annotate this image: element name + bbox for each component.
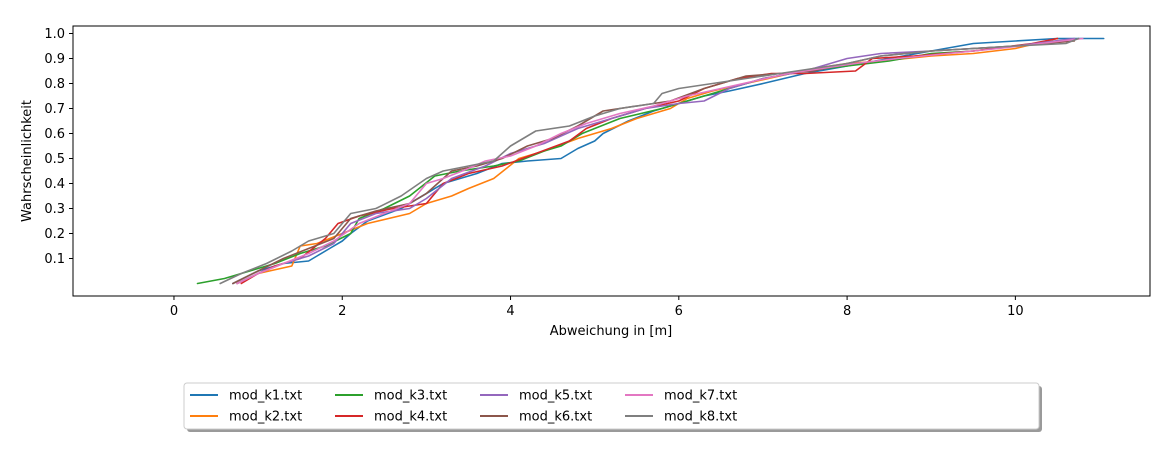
legend: mod_k1.txt mod_k2.txt mod_k3.txt mod_k4.txt… (183, 382, 1042, 432)
series-line-1 (232, 37, 1105, 285)
legend-label: mod_k8.txt (664, 410, 737, 425)
series-lines (196, 37, 1105, 285)
legend-label: mod_k7.txt (664, 389, 737, 404)
y-axis-ticks: 0.1 0.2 0.3 0.4 0.5 0.6 0.7 0.8 0.9 1.0 (44, 27, 73, 267)
x-axis-ticks: 0 2 4 6 8 10 (170, 296, 1024, 319)
x-tick-label: 0 (170, 304, 178, 319)
legend-entries: mod_k1.txt mod_k2.txt mod_k3.txt mod_k4.txt… (190, 389, 737, 425)
series-line-7 (236, 37, 1084, 285)
legend-label: mod_k4.txt (374, 410, 447, 425)
legend-label: mod_k2.txt (229, 410, 302, 425)
y-tick-label: 0.6 (44, 127, 65, 142)
x-tick-label: 6 (675, 304, 683, 319)
y-tick-label: 0.3 (44, 202, 65, 217)
y-tick-label: 0.8 (44, 77, 65, 92)
y-tick-label: 0.9 (44, 52, 65, 67)
x-tick-label: 8 (843, 304, 851, 319)
series-line-6 (232, 40, 1076, 285)
legend-label: mod_k3.txt (374, 389, 447, 404)
series-line-2 (236, 37, 1059, 285)
y-tick-label: 0.7 (44, 102, 65, 117)
x-tick-label: 4 (506, 304, 514, 319)
legend-label: mod_k5.txt (519, 389, 592, 404)
y-tick-label: 0.1 (44, 252, 65, 267)
legend-label: mod_k1.txt (229, 389, 302, 404)
x-tick-label: 10 (1007, 304, 1024, 319)
y-axis-label: Wahrscheinlichkeit (20, 100, 35, 222)
legend-box (183, 382, 1040, 430)
series-line-4 (240, 37, 1059, 285)
y-tick-label: 0.4 (44, 177, 65, 192)
x-axis-label: Abweichung in [m] (550, 324, 672, 339)
y-tick-label: 0.5 (44, 152, 65, 167)
series-line-5 (236, 37, 1076, 285)
legend-label: mod_k6.txt (519, 410, 592, 425)
plot-frame (72, 25, 1151, 297)
y-tick-label: 1.0 (44, 27, 65, 42)
x-tick-label: 2 (338, 304, 346, 319)
y-tick-label: 0.2 (44, 227, 65, 242)
series-line-8 (219, 37, 1080, 285)
